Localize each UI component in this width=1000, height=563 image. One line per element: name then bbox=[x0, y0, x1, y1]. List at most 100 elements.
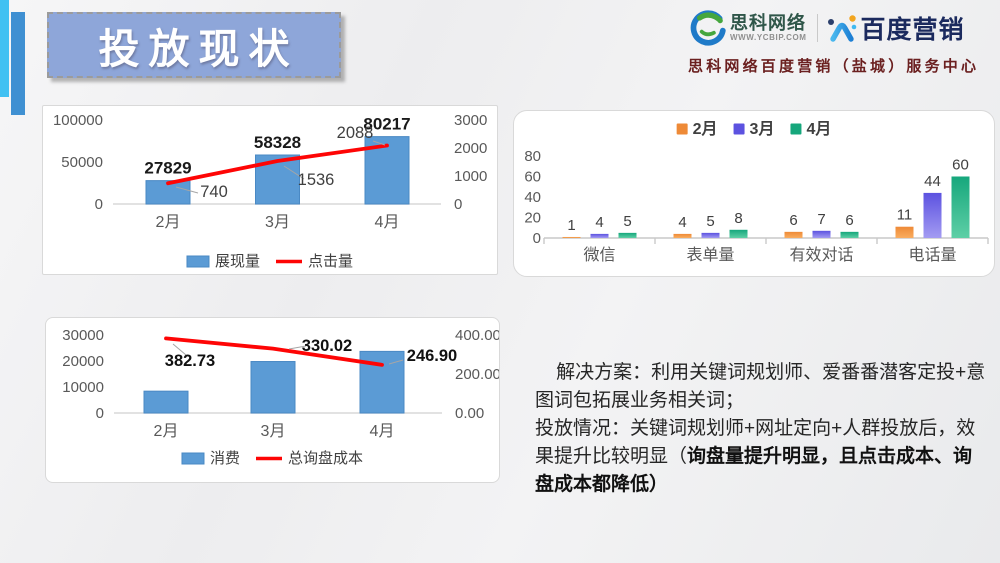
legend-swatch bbox=[790, 123, 802, 135]
line-value-label: 2088 bbox=[337, 124, 374, 142]
bar-value-label: 5 bbox=[623, 213, 631, 230]
legend: 展现量 点击量 bbox=[186, 253, 353, 270]
cost-inquiry-combo-chart: 0 10000 20000 30000 0.00 200.00 400.00 2月 3月 4月 38… bbox=[62, 327, 499, 467]
bar-value-label: 7 bbox=[817, 211, 825, 228]
legend-label: 总询盘成本 bbox=[288, 449, 363, 467]
category-label: 电话量 bbox=[908, 246, 956, 264]
legend-label: 2月 bbox=[693, 120, 718, 138]
bar-value-label: 80217 bbox=[363, 115, 410, 134]
legend-label: 点击量 bbox=[308, 253, 353, 270]
baidu-logo-text: 百度营销 bbox=[860, 16, 965, 44]
chart-panel-cost-inquiry: 0 10000 20000 30000 0.00 200.00 400.00 2月 3月 4月 38… bbox=[45, 317, 500, 483]
brand-header: 思科网络 WWW.YCBIP.COM 百度营销 思科网络百度营销（盐城）服务中心 bbox=[688, 6, 998, 76]
category-label: 3月 bbox=[265, 214, 290, 231]
line-value-label: 330.02 bbox=[302, 337, 352, 355]
sike-logo-text-stack: 思科网络 WWW.YCBIP.COM bbox=[730, 14, 807, 42]
leader-line bbox=[388, 359, 404, 365]
baidu-marketing-logo-icon bbox=[827, 15, 856, 42]
bar-表单量-2月 bbox=[673, 233, 692, 238]
bar-value-label: 1 bbox=[567, 217, 575, 234]
leader-line bbox=[172, 343, 187, 356]
bar-有效对话-3月 bbox=[812, 230, 831, 238]
bar-电话量-4月 bbox=[951, 176, 970, 238]
category-label: 4月 bbox=[375, 214, 400, 231]
legend: 2月 3月 4月 bbox=[676, 120, 831, 138]
right-axis-label: 3000 bbox=[454, 112, 487, 129]
bar-value-label: 5 bbox=[706, 213, 714, 230]
y-axis-label: 60 bbox=[524, 169, 541, 186]
line-series bbox=[166, 143, 389, 186]
brand-logo-row: 思科网络 WWW.YCBIP.COM 百度营销 bbox=[688, 6, 998, 50]
accent-bar-cyan bbox=[0, 0, 9, 97]
chart-panel-impressions-clicks: 0 50000 100000 0 1000 2000 3000 27829 2月 58328 3月 8… bbox=[42, 105, 498, 275]
sike-swirl-logo-icon bbox=[690, 10, 726, 46]
category-label: 4月 bbox=[370, 423, 395, 440]
y-axis-label: 20 bbox=[524, 210, 541, 227]
right-axis-label: 1000 bbox=[454, 168, 487, 185]
bar-value-label: 8 bbox=[734, 210, 742, 227]
bar-微信-2月 bbox=[562, 236, 581, 238]
service-center-subtitle: 思科网络百度营销（盐城）服务中心 bbox=[688, 58, 980, 75]
bar-表单量-3月 bbox=[701, 232, 720, 238]
solution-text-bold: 询盘量提升明显，且点击成本、询盘成本都降低） bbox=[535, 446, 973, 495]
logo-divider bbox=[816, 14, 818, 42]
bar-value-label: 44 bbox=[924, 173, 941, 190]
bar-3月 bbox=[250, 361, 296, 414]
sike-logo-url: WWW.YCBIP.COM bbox=[730, 33, 807, 42]
line-value-label: 740 bbox=[200, 183, 228, 201]
impressions-clicks-combo-chart: 0 50000 100000 0 1000 2000 3000 27829 2月 58328 3月 8… bbox=[53, 112, 487, 270]
line-series bbox=[164, 336, 384, 367]
bar-value-label: 4 bbox=[595, 214, 603, 231]
bar-微信-4月 bbox=[618, 232, 637, 238]
category-label: 表单量 bbox=[686, 246, 734, 264]
bar-value-label: 6 bbox=[845, 212, 853, 229]
left-axis-label: 100000 bbox=[53, 112, 103, 129]
legend-swatch bbox=[733, 123, 745, 135]
accent-bar-blue bbox=[11, 12, 25, 115]
bar-有效对话-2月 bbox=[784, 231, 803, 238]
left-axis-label: 30000 bbox=[62, 327, 104, 344]
bar-value-label: 11 bbox=[897, 207, 913, 224]
right-axis-label: 400.00 bbox=[455, 327, 499, 344]
page-title: 投放现状 bbox=[98, 26, 299, 72]
bar-电话量-3月 bbox=[923, 192, 942, 238]
legend-label: 3月 bbox=[750, 120, 775, 138]
legend: 消费 总询盘成本 bbox=[181, 449, 363, 467]
leads-by-channel-bar-chart: 2月 3月 4月 0 20 40 60 80 1 4 5 微信 4 5 8 表单量 6 7 6 有效对话 11 44 60 电… bbox=[524, 120, 989, 264]
bar-value-label: 58328 bbox=[254, 133, 301, 152]
category-label: 微信 bbox=[583, 246, 615, 264]
solution-text-normal: 解决方案：利用关键词规划师、爱番番潜客定投+意图词包拓展业务相关词； 投放情况：… bbox=[535, 362, 986, 467]
legend-label: 消费 bbox=[210, 450, 240, 467]
legend-swatch bbox=[181, 452, 205, 465]
chart-panel-leads-by-channel: 2月 3月 4月 0 20 40 60 80 1 4 5 微信 4 5 8 表单量 6 7 6 有效对话 11 44 60 电… bbox=[513, 110, 995, 277]
bar-4月 bbox=[359, 350, 405, 414]
bar-表单量-4月 bbox=[729, 229, 748, 238]
bar-电话量-2月 bbox=[895, 226, 914, 238]
bar-value-label: 4 bbox=[678, 214, 686, 231]
category-label: 2月 bbox=[156, 214, 181, 231]
bar-value-label: 27829 bbox=[144, 159, 191, 178]
right-axis-label: 0.00 bbox=[455, 405, 484, 422]
legend-swatch bbox=[676, 123, 688, 135]
y-axis-label: 80 bbox=[524, 148, 541, 165]
bar-有效对话-4月 bbox=[840, 231, 859, 238]
line-value-label: 382.73 bbox=[165, 352, 215, 370]
right-axis-label: 200.00 bbox=[455, 366, 499, 383]
title-box: 投放现状 bbox=[47, 12, 341, 78]
category-label: 有效对话 bbox=[789, 246, 853, 264]
category-label: 3月 bbox=[261, 423, 286, 440]
legend-label: 展现量 bbox=[215, 253, 260, 270]
bar-2月 bbox=[145, 180, 191, 205]
bar-value-label: 6 bbox=[789, 212, 797, 229]
right-axis-label: 2000 bbox=[454, 140, 487, 157]
y-axis-label: 0 bbox=[533, 230, 541, 247]
bar-2月 bbox=[143, 390, 189, 414]
line-value-label: 1536 bbox=[298, 171, 335, 189]
bar-value-label: 60 bbox=[952, 157, 969, 174]
y-axis-label: 40 bbox=[524, 189, 541, 206]
leader-line bbox=[372, 140, 386, 146]
leader-line bbox=[288, 345, 307, 350]
left-axis-label: 10000 bbox=[62, 379, 104, 396]
sike-logo-text: 思科网络 bbox=[730, 13, 806, 33]
